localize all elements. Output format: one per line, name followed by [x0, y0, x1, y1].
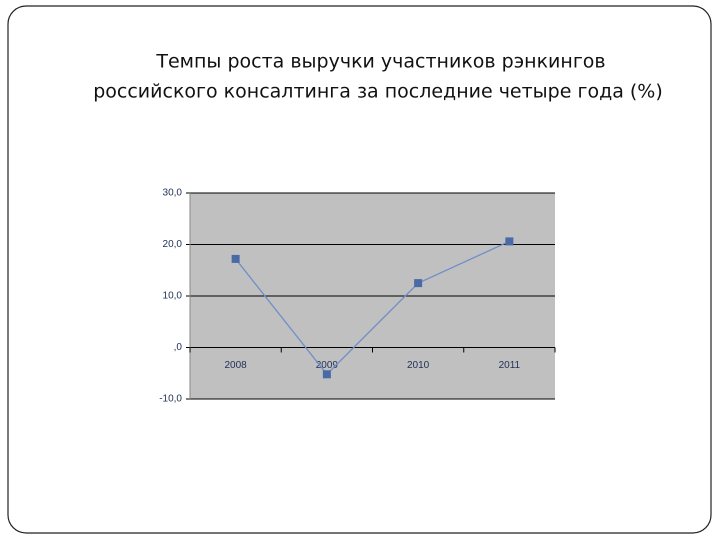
x-tick-label: 2010 — [407, 360, 430, 371]
chart-title: российского консалтинга за последние чет… — [93, 81, 663, 103]
data-point — [414, 279, 423, 288]
y-tick-label: 30,0 — [163, 188, 183, 199]
series-line — [235, 240, 510, 376]
data-point — [322, 370, 331, 379]
y-tick-label: 10,0 — [163, 291, 183, 302]
data-point — [505, 237, 514, 246]
chart-title: Темпы роста выручки участников рэнкингов — [155, 51, 605, 73]
y-tick-label: 20,0 — [163, 239, 183, 250]
data-point — [231, 254, 240, 263]
x-tick-label: 2009 — [316, 360, 339, 371]
x-tick-label: 2011 — [499, 360, 521, 371]
y-tick-label: -10,0 — [159, 394, 182, 405]
y-tick-label: ,0 — [174, 342, 183, 353]
x-tick-label: 2008 — [225, 360, 248, 371]
